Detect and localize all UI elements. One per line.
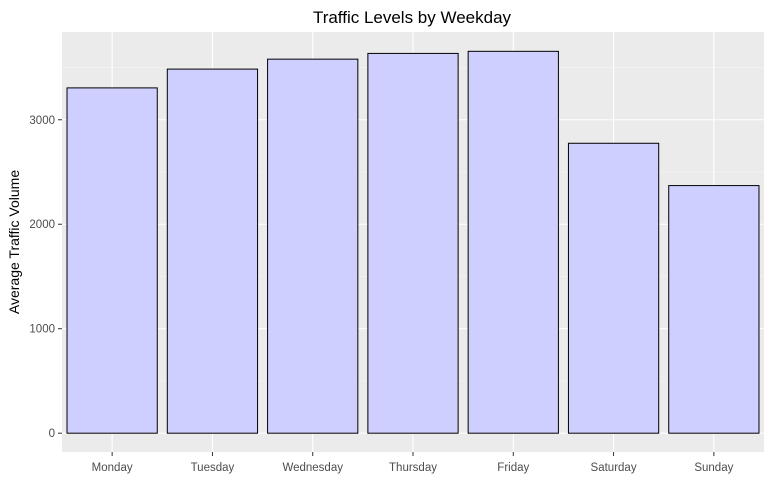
y-tick-label: 0 <box>49 428 55 440</box>
x-tick-label: Thursday <box>389 462 437 474</box>
bars <box>66 50 760 434</box>
y-tick-label: 3000 <box>29 115 55 127</box>
x-tick-label: Monday <box>92 462 133 474</box>
y-axis-title: Average Traffic Volume <box>6 170 22 314</box>
bar-thursday <box>367 52 459 434</box>
x-tick-label: Saturday <box>591 462 637 474</box>
y-tick-label: 1000 <box>29 324 55 336</box>
x-tick-label: Wednesday <box>282 462 343 474</box>
x-tick-label: Friday <box>497 462 529 474</box>
x-axis: Monday Tuesday Wednesday Thursday Friday Satu… <box>92 452 734 474</box>
bar-tuesday <box>166 68 259 434</box>
bar-friday <box>467 50 559 434</box>
bar-saturday <box>567 142 660 434</box>
y-axis: 0 1000 2000 3000 <box>29 115 62 440</box>
y-tick-label: 2000 <box>29 219 55 231</box>
x-tick-label: Sunday <box>694 462 733 474</box>
bar-sunday <box>668 185 760 434</box>
x-tick-label: Tuesday <box>191 462 235 474</box>
chart-title: Traffic Levels by Weekday <box>313 8 512 27</box>
bar-monday <box>66 87 158 434</box>
bar-wednesday <box>267 58 359 434</box>
